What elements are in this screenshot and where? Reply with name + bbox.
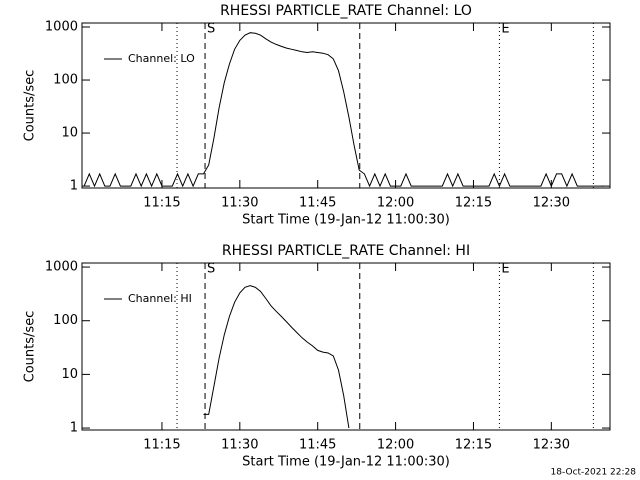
marker-label: E — [501, 22, 509, 37]
y-tick-label: 1000 — [45, 260, 78, 275]
data-line — [203, 285, 350, 429]
x-tick-label: 12:30 — [533, 438, 570, 453]
chart-title: RHESSI PARTICLE_RATE Channel: HI — [222, 243, 470, 259]
x-tick-label: 12:15 — [455, 196, 492, 211]
x-axis-label: Start Time (19-Jan-12 11:00:30) — [242, 455, 450, 470]
legend-label: Channel: LO — [128, 52, 195, 65]
x-tick-label: 11:45 — [299, 438, 336, 453]
y-tick-label: 1000 — [45, 20, 78, 35]
y-tick-label: 100 — [53, 313, 78, 328]
x-tick-label: 11:15 — [143, 196, 180, 211]
chart-title: RHESSI PARTICLE_RATE Channel: LO — [220, 3, 472, 19]
footer-timestamp: 18-Oct-2021 22:28 — [551, 468, 637, 478]
plot-frame — [81, 22, 611, 189]
marker-label: S — [207, 262, 215, 277]
y-axis-label: Counts/sec — [23, 70, 38, 142]
y-tick-label: 100 — [53, 73, 78, 88]
x-tick-label: 12:30 — [533, 196, 570, 211]
x-tick-label: 11:30 — [221, 438, 258, 453]
marker-label: S — [207, 22, 215, 37]
data-line — [83, 32, 604, 188]
x-tick-label: 11:45 — [299, 196, 336, 211]
x-tick-label: 12:15 — [455, 438, 492, 453]
marker-label: E — [501, 262, 509, 277]
y-axis-label: Counts/sec — [23, 311, 38, 383]
x-tick-label: 12:00 — [377, 438, 414, 453]
x-tick-label: 12:00 — [377, 196, 414, 211]
y-tick-label: 10 — [61, 367, 78, 382]
x-tick-label: 11:15 — [143, 438, 180, 453]
y-tick-label: 1 — [70, 421, 78, 436]
y-tick-label: 1 — [70, 179, 78, 194]
plot-frame — [81, 262, 611, 431]
y-tick-label: 10 — [61, 126, 78, 141]
x-tick-label: 11:30 — [221, 196, 258, 211]
x-axis-label: Start Time (19-Jan-12 11:00:30) — [242, 213, 450, 228]
legend-label: Channel: HI — [128, 292, 192, 305]
